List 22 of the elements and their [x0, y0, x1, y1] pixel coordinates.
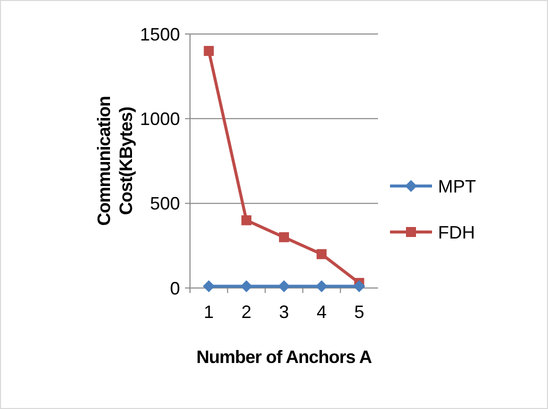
x-tick-label: 3: [278, 302, 290, 322]
x-tick-label: 2: [241, 302, 252, 322]
x-axis-title: Number of Anchors A: [196, 347, 372, 367]
point: [353, 280, 366, 292]
y-tick-label: 500: [150, 194, 180, 214]
y-tick-label: 0: [170, 278, 180, 298]
y-tick-label: 1000: [140, 108, 180, 129]
point: [240, 280, 252, 292]
y-tick-label: 1500: [140, 24, 180, 44]
point: [202, 280, 215, 292]
y-axis-title: Communication Cost(KBytes): [94, 96, 136, 226]
point: [316, 280, 328, 292]
legend-label: MPT: [438, 176, 476, 196]
point: [204, 46, 214, 56]
x-tick-label: 4: [316, 302, 327, 322]
x-tick-label: 5: [354, 302, 364, 322]
point: [278, 280, 290, 292]
point: [316, 249, 327, 260]
point: [241, 215, 252, 226]
legend-label: FDH: [438, 222, 475, 242]
point: [279, 232, 289, 242]
x-tick-label: 1: [204, 302, 214, 322]
